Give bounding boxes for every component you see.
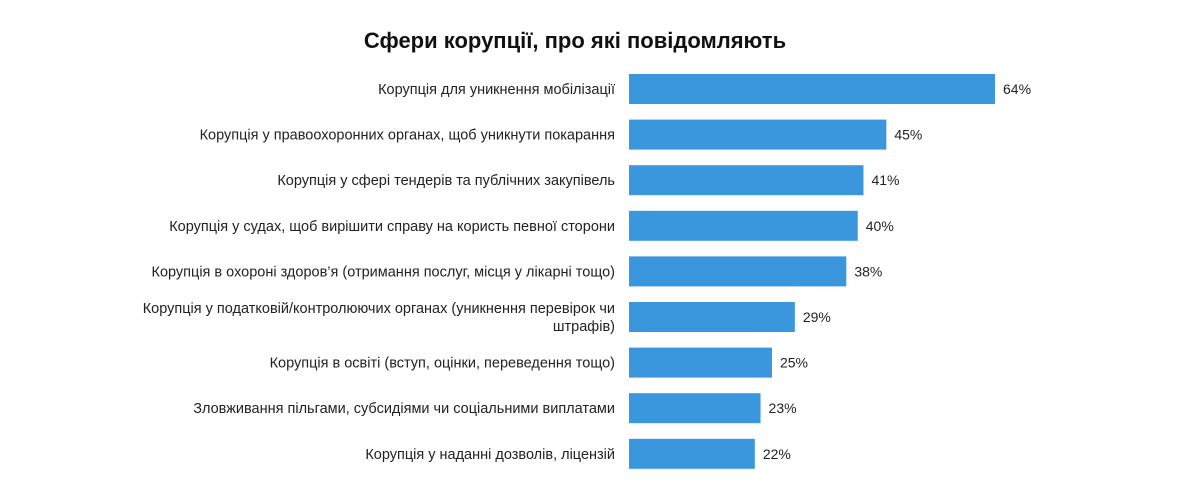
category-label: Корупція у сфері тендерів та публічних з…	[277, 173, 615, 189]
bar	[629, 119, 887, 150]
category-label: Корупція у судах, щоб вирішити справу на…	[169, 219, 615, 235]
category-label: Зловживання пільгами, субсидіями чи соці…	[193, 401, 615, 417]
bar	[629, 210, 858, 241]
bar	[629, 165, 864, 196]
bar	[629, 74, 995, 104]
category-label: штрафів)	[553, 319, 615, 335]
category-label: Корупція в охороні здоров’я (отримання п…	[152, 264, 615, 280]
category-label: Корупція для уникнення мобілізації	[378, 82, 615, 98]
bar	[629, 302, 795, 332]
data-label: 40%	[866, 218, 894, 234]
data-label: 45%	[894, 127, 922, 143]
data-label: 29%	[803, 309, 831, 325]
chart-title: Сфери корупції, про які повідомляють	[363, 28, 787, 53]
data-label: 41%	[871, 172, 899, 188]
category-labels: Корупція для уникнення мобілізації Корупц…	[143, 82, 615, 463]
bar	[629, 393, 761, 424]
category-label: Корупція у податковій/контролюючих орган…	[143, 301, 615, 317]
bar	[629, 347, 772, 378]
bar	[629, 438, 755, 469]
bars-group	[629, 74, 995, 469]
data-label: 23%	[769, 400, 797, 416]
bar	[629, 256, 847, 287]
category-label: Корупція у правоохоронних органах, щоб у…	[200, 128, 615, 144]
data-label: 25%	[780, 355, 808, 371]
category-label: Корупція у наданні дозволів, ліцензій	[365, 447, 615, 463]
data-label: 64%	[1003, 81, 1031, 97]
data-label: 22%	[763, 446, 791, 462]
data-label: 38%	[854, 263, 882, 279]
category-label: Корупція в освіті (вступ, оцінки, переве…	[270, 356, 615, 372]
value-labels: 64% 45% 41% 40% 38% 29% 25% 23% 22%	[763, 81, 1031, 462]
